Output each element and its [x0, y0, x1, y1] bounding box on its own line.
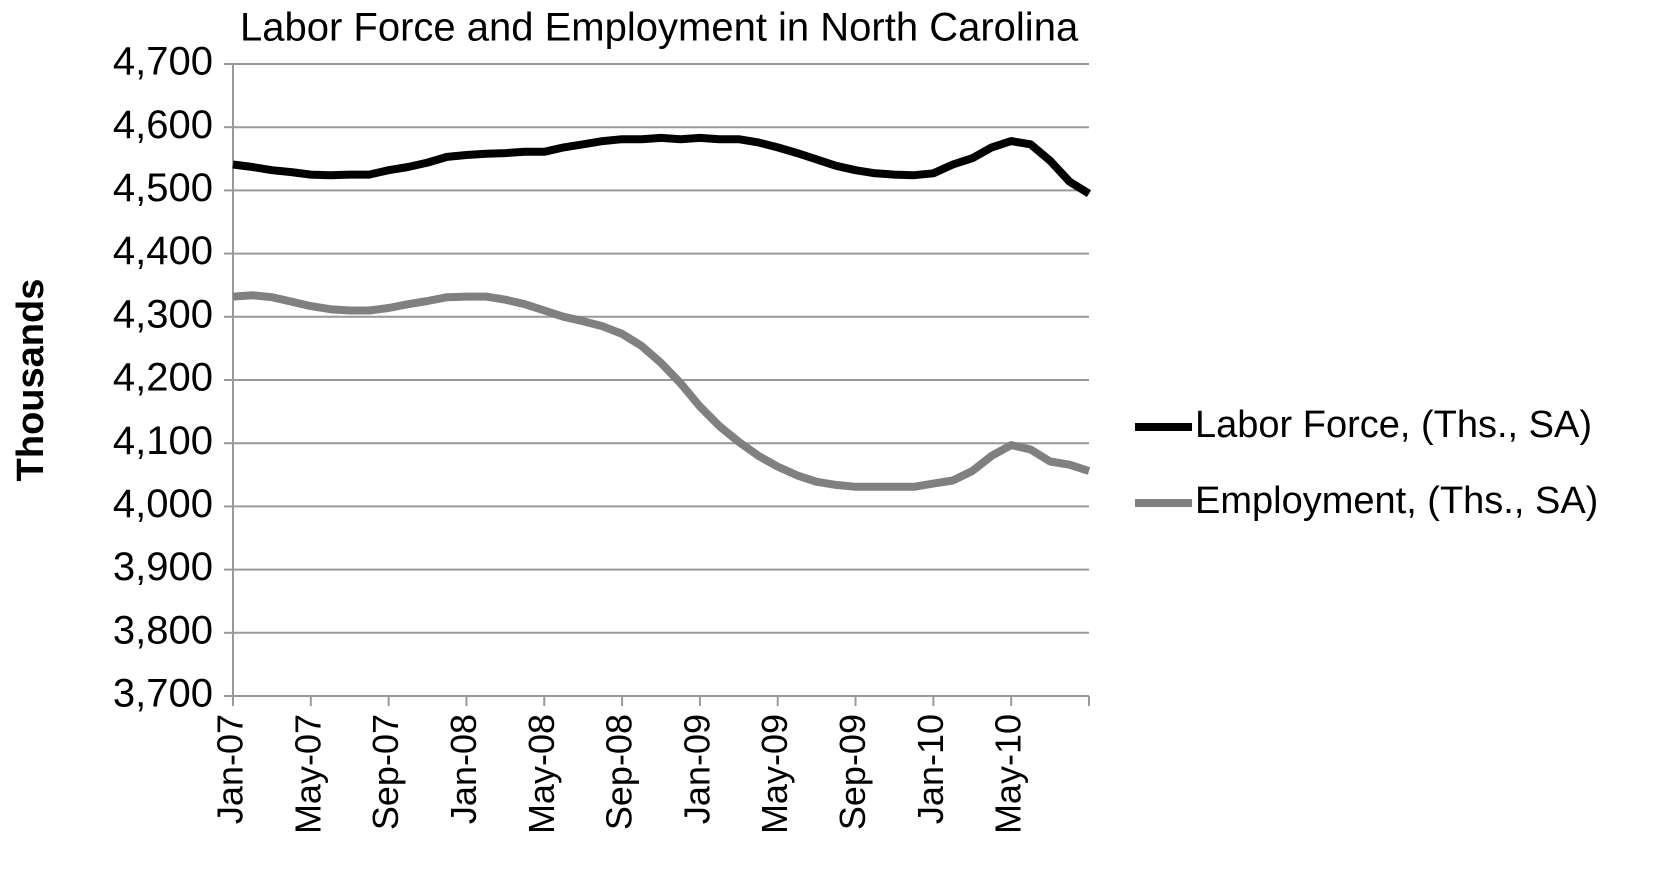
y-axis-label: Thousands [10, 279, 52, 482]
y-tick-label: 4,600 [113, 103, 213, 147]
y-tick-label: 4,500 [113, 166, 213, 210]
y-tick-label: 3,800 [113, 608, 213, 652]
legend-label: Labor Force, (Ths., SA) [1195, 404, 1592, 446]
y-tick-label: 3,700 [113, 672, 213, 716]
y-tick-label: 4,200 [113, 356, 213, 400]
y-tick-label: 4,400 [113, 229, 213, 273]
y-tick-label: 4,100 [113, 419, 213, 463]
x-tick-label: Jan-08 [443, 714, 484, 824]
x-tick-label: May-08 [521, 714, 562, 834]
series-line [232, 291, 1091, 491]
legend-label: Employment, (Ths., SA) [1195, 480, 1598, 522]
x-tick-label: Jan-09 [676, 714, 717, 824]
x-tick-label: Jan-07 [210, 714, 251, 824]
x-tick-label: Sep-07 [365, 714, 406, 830]
x-tick-label: May-07 [287, 714, 328, 834]
series-line [232, 133, 1092, 198]
x-tick-label: Sep-08 [599, 714, 640, 830]
chart-title: Labor Force and Employment in North Caro… [240, 6, 1079, 50]
x-tick-label: Sep-09 [832, 714, 873, 830]
y-tick-label: 4,300 [113, 292, 213, 336]
x-tick-label: May-10 [988, 714, 1029, 834]
x-tick-label: May-09 [754, 714, 795, 834]
y-tick-label: 4,700 [113, 40, 213, 84]
x-tick-label: Jan-10 [910, 714, 951, 824]
y-tick-label: 3,900 [113, 545, 213, 589]
y-tick-label: 4,000 [113, 482, 213, 526]
